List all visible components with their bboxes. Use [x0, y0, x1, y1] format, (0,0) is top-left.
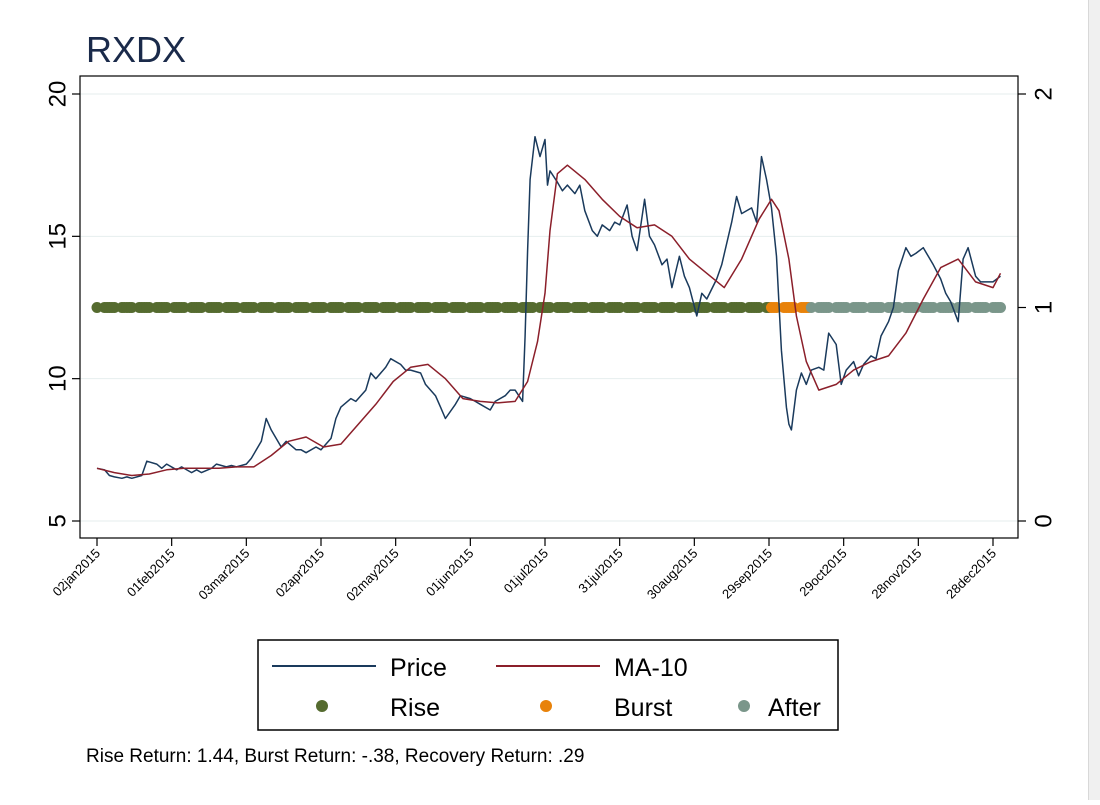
x-tick-label: 29oct2015: [796, 546, 850, 600]
y2-tick-label: 1: [1031, 301, 1058, 314]
after-marker: [995, 302, 1006, 313]
axes: 5 10 15 20 0 1 2 02jan2015 01feb2015 03mar2015 02a…: [45, 81, 1058, 605]
x-tick-label: 02apr2015: [273, 546, 328, 601]
x-tick-label: 01feb2015: [124, 546, 178, 600]
x-tick-label: 01jun2015: [423, 546, 477, 600]
series-line-ma-10: [96, 164, 1002, 477]
y2-tick-label: 0: [1031, 514, 1058, 527]
y-tick-label: 15: [45, 223, 72, 250]
y-tick-label: 5: [45, 514, 72, 527]
series-rise: [91, 302, 775, 313]
legend-rise-marker: [316, 700, 328, 712]
window-edge-strip: [1088, 0, 1100, 800]
legend-box: [257, 639, 839, 731]
legend-burst-label: Burst: [614, 694, 672, 722]
line-series: [96, 135, 1002, 480]
x-tick-label: 02may2015: [343, 546, 402, 605]
x-tick-label: 28dec2015: [943, 546, 999, 602]
legend: Price MA-10 Rise Burst After: [257, 639, 839, 731]
y2-tick-label: 2: [1031, 87, 1058, 100]
x-tick-label: 28nov2015: [868, 546, 924, 602]
x-tick-label: 01jul2015: [501, 546, 551, 596]
y-tick-label: 10: [45, 365, 72, 392]
legend-after-label: After: [768, 694, 821, 722]
series-line-price: [96, 135, 1001, 480]
x-tick-label: 30aug2015: [644, 546, 701, 603]
chart-title: RXDX: [86, 29, 186, 70]
series-after: [805, 302, 1006, 313]
legend-after-marker: [738, 700, 750, 712]
legend-burst-marker: [540, 700, 552, 712]
legend-price-label: Price: [390, 654, 447, 682]
legend-rise-label: Rise: [390, 694, 440, 722]
x-tick-label: 31jul2015: [575, 546, 625, 596]
legend-ma-label: MA-10: [614, 654, 688, 682]
period-markers: [91, 302, 1006, 313]
x-tick-label: 29sep2015: [719, 546, 775, 602]
x-tick-label: 02jan2015: [50, 546, 104, 600]
y-tick-label: 20: [45, 81, 72, 108]
x-tick-label: 03mar2015: [195, 546, 252, 603]
returns-note: Rise Return: 1.44, Burst Return: -.38, R…: [86, 746, 584, 767]
